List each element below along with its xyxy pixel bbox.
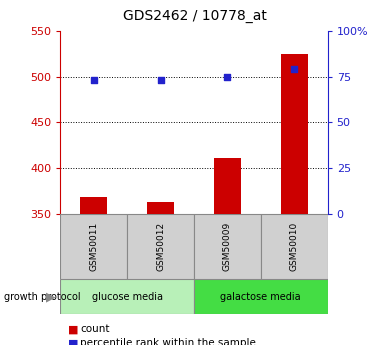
Text: GSM50012: GSM50012 [156, 222, 165, 271]
Bar [80, 197, 107, 214]
Point [224, 74, 230, 80]
Text: growth protocol: growth protocol [4, 292, 80, 302]
Text: percentile rank within the sample: percentile rank within the sample [80, 338, 256, 345]
Point [291, 67, 297, 72]
Point [158, 78, 164, 83]
Text: GSM50011: GSM50011 [89, 222, 98, 271]
Text: galactose media: galactose media [220, 292, 301, 302]
Text: GSM50010: GSM50010 [290, 222, 299, 271]
Text: GSM50009: GSM50009 [223, 222, 232, 271]
Bar [194, 214, 261, 279]
Point [91, 78, 97, 83]
Text: ▶: ▶ [46, 290, 55, 303]
Text: GDS2462 / 10778_at: GDS2462 / 10778_at [123, 9, 267, 23]
Text: glucose media: glucose media [92, 292, 163, 302]
Bar [147, 202, 174, 214]
Bar [194, 279, 328, 314]
Text: ■: ■ [68, 325, 79, 334]
Text: count: count [80, 325, 110, 334]
Bar [127, 214, 194, 279]
Text: ■: ■ [68, 338, 79, 345]
Bar [214, 158, 241, 214]
Bar [60, 214, 127, 279]
Bar [281, 54, 308, 214]
Bar [60, 279, 194, 314]
Bar [261, 214, 328, 279]
